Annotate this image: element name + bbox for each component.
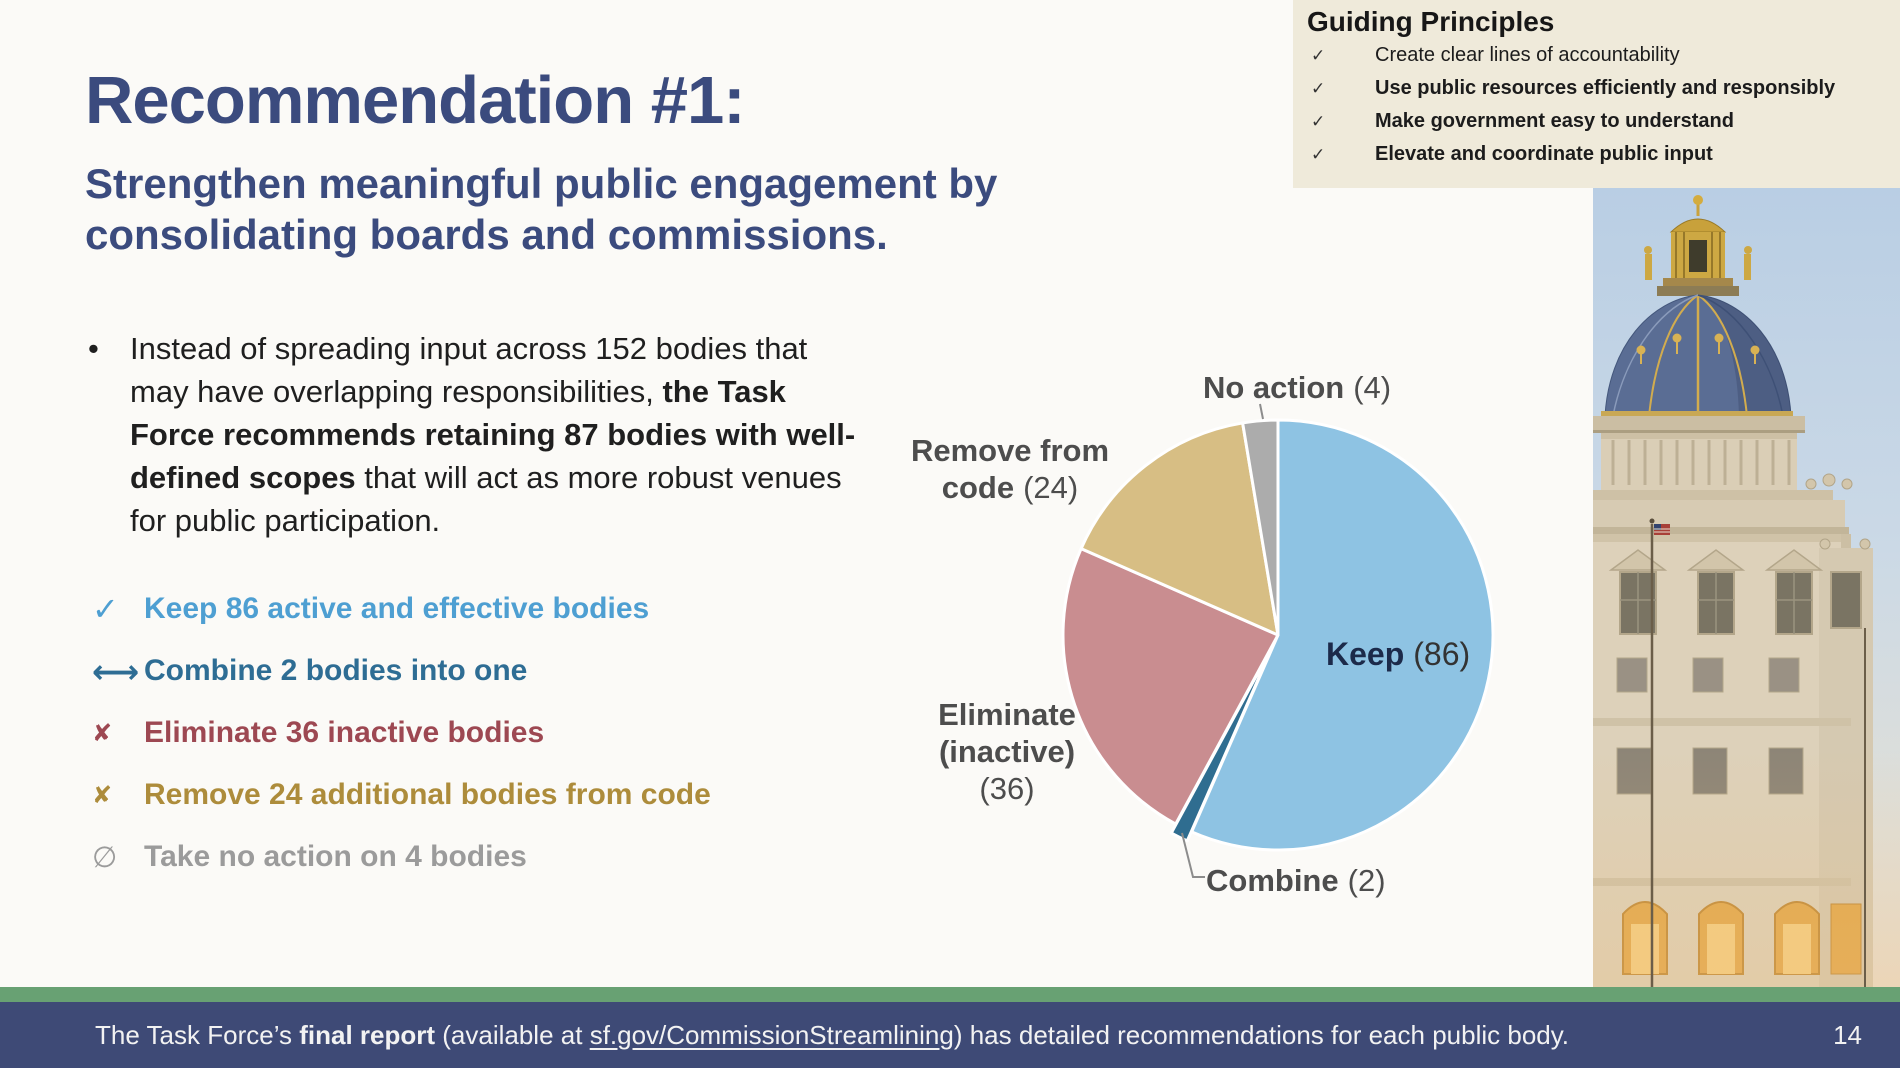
action-label: Keep 86 active and effective bodies: [144, 592, 650, 625]
guiding-principles-panel: Guiding Principles ✓ Create clear lines …: [1293, 0, 1900, 188]
footer-link[interactable]: sf.gov/CommissionStreamlining: [589, 1019, 954, 1050]
empty-set-icon: ∅: [92, 840, 118, 874]
pie-slice-keep: [1190, 418, 1495, 852]
bullet-icon: •: [88, 331, 99, 366]
guiding-principles-title: Guiding Principles: [1307, 6, 1555, 37]
action-eliminate: ✘ Eliminate 36 inactive bodies: [92, 702, 711, 764]
footer-bar: The Task Force’s final report (available…: [0, 1002, 1900, 1068]
pie-label-keep: Keep (86): [1326, 636, 1471, 672]
check-icon: ✓: [1311, 145, 1326, 165]
check-icon: ✓: [92, 590, 119, 628]
guiding-principle-label: Create clear lines of accountability: [1375, 44, 1680, 66]
pie-label-eliminate: Eliminate (inactive) (36): [938, 697, 1076, 806]
page-number: 14: [1833, 1020, 1862, 1050]
guiding-principle-label: Use public resources efficiently and res…: [1375, 77, 1836, 99]
action-no-action: ∅ Take no action on 4 bodies: [92, 826, 711, 888]
x-icon: ✘: [92, 719, 113, 747]
paragraph-post: that will act as more robust venues for …: [130, 460, 842, 538]
paragraph-bold: the Task Force recommends retaining 87 b…: [130, 374, 856, 495]
action-remove: ✘ Remove 24 additional bodies from code: [92, 764, 711, 826]
guiding-principle-label: Make government easy to understand: [1375, 110, 1734, 132]
page-subtitle: Strengthen meaningful public engagement …: [85, 160, 998, 259]
guiding-principle-item: ✓ Elevate and coordinate public input: [1307, 143, 1900, 176]
check-icon: ✓: [1311, 79, 1326, 99]
paragraph-pre: Instead of spreading input across 152 bo…: [130, 331, 808, 409]
guiding-principle-item: ✓ Create clear lines of accountability: [1307, 44, 1900, 77]
action-label: Combine 2 bodies into one: [144, 654, 528, 687]
guiding-principle-item: ✓ Make government easy to understand: [1307, 110, 1900, 143]
guiding-principle-item: ✓ Use public resources efficiently and r…: [1307, 77, 1900, 110]
no-action-leader-line: [1259, 403, 1264, 420]
city-hall-illustration: [1593, 188, 1900, 987]
pie-label-no-action: No action (4): [1203, 370, 1392, 405]
action-list: ✓ Keep 86 active and effective bodies ⟷ …: [92, 578, 711, 888]
page-title: Recommendation #1:: [85, 63, 746, 138]
green-accent-strip: [0, 987, 1900, 1002]
action-combine: ⟷ Combine 2 bodies into one: [92, 640, 711, 702]
intro-paragraph-text: Instead of spreading input across 152 bo…: [130, 327, 870, 542]
x-icon: ✘: [92, 781, 113, 809]
combine-leader-line: [1181, 832, 1205, 878]
pie-chart: [1061, 403, 1495, 878]
action-label: Eliminate 36 inactive bodies: [144, 716, 545, 749]
intro-paragraph: • Instead of spreading input across 152 …: [88, 327, 878, 542]
double-arrow-icon: ⟷: [92, 651, 140, 691]
guiding-principle-label: Elevate and coordinate public input: [1375, 143, 1713, 165]
action-keep: ✓ Keep 86 active and effective bodies: [92, 578, 711, 640]
city-hall-photo: [1593, 188, 1900, 987]
pie-slice-eliminate-inactive: [1061, 547, 1280, 826]
action-label: Remove 24 additional bodies from code: [144, 778, 711, 811]
pie-slice-no-action: [1241, 418, 1280, 637]
check-icon: ✓: [1311, 46, 1326, 66]
pie-slice-remove-from-code: [1079, 421, 1280, 637]
footer-text: The Task Force’s final report (available…: [95, 1019, 1570, 1050]
pie-label-remove-from-code: Remove from code (24): [910, 433, 1110, 505]
action-label: Take no action on 4 bodies: [144, 840, 527, 873]
pie-label-combine: Combine (2): [1206, 863, 1386, 898]
check-icon: ✓: [1311, 112, 1326, 132]
